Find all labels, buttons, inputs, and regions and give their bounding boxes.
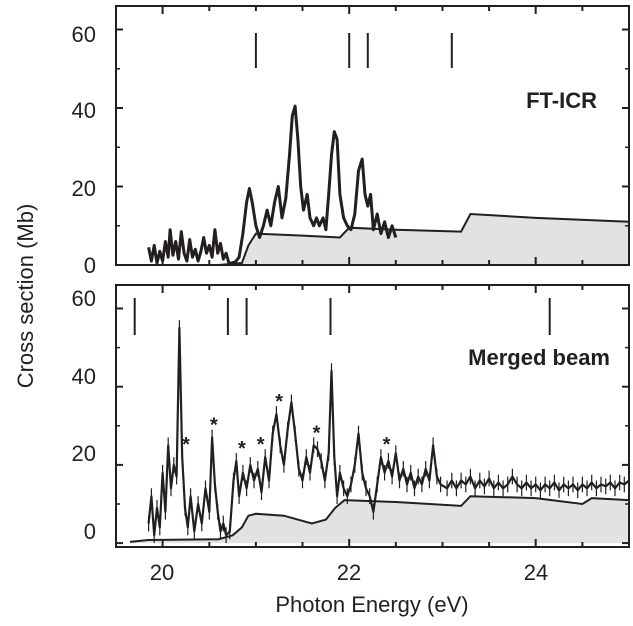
peak-star-marker: * (383, 434, 391, 456)
x-tick-label-24: 24 (524, 560, 548, 585)
y-tick-label-top-0: 0 (84, 253, 96, 278)
x-axis-title: Photon Energy (eV) (275, 592, 468, 617)
x-tick-label-22: 22 (337, 560, 361, 585)
plot-frame-bottom (115, 284, 630, 548)
background-line-bottom (129, 495, 630, 543)
peak-star-marker: * (313, 422, 321, 444)
background-area-top (116, 214, 629, 265)
y-tick-label-top-20: 20 (72, 176, 96, 201)
peak-star-marker: * (257, 434, 265, 456)
peak-star-marker: * (182, 434, 190, 456)
panel-bottom: * * * * * * * (115, 284, 630, 548)
panel-label-merged-beam: Merged beam (468, 345, 610, 370)
peak-star-marker: * (275, 391, 283, 413)
measured-line-top (147, 104, 398, 265)
y-tick-label-bottom-60: 60 (72, 286, 96, 311)
x-tick-label-20: 20 (150, 560, 174, 585)
y-tick-label-bottom-20: 20 (72, 441, 96, 466)
background-area-bottom (130, 496, 629, 544)
peak-star-marker: * (210, 415, 218, 437)
y-tick-label-top-60: 60 (72, 22, 96, 47)
y-tick-label-top-40: 40 (72, 98, 96, 123)
y-tick-label-bottom-0: 0 (84, 519, 96, 544)
peak-star-marker: * (238, 438, 246, 460)
panel-top (115, 5, 630, 266)
y-tick-label-bottom-40: 40 (72, 364, 96, 389)
y-axis-title: Cross section (Mb) (13, 204, 38, 389)
plot-frame-top (115, 5, 630, 266)
panel-label-ft-icr: FT-ICR (526, 88, 597, 113)
background-line-top (116, 212, 630, 266)
measured-line-bottom (147, 326, 630, 537)
